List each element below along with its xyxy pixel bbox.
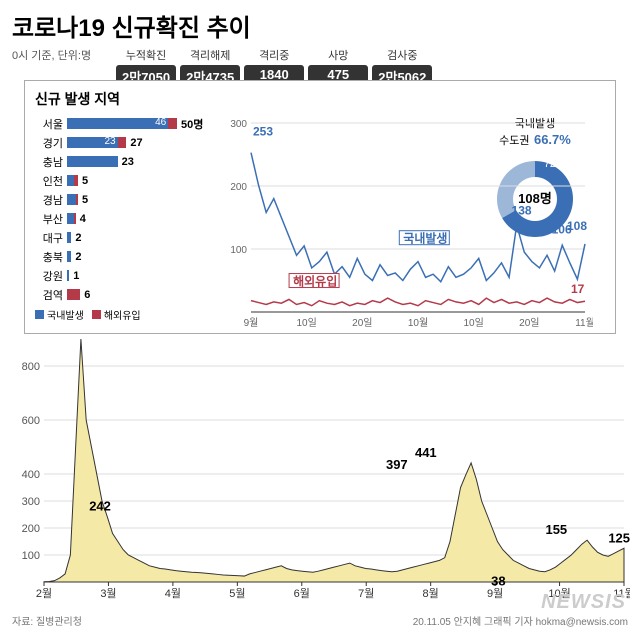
region-row: 강원1: [35, 267, 215, 284]
svg-text:10일: 10일: [297, 317, 317, 329]
svg-text:10월: 10월: [408, 317, 428, 329]
svg-text:2월: 2월: [36, 587, 52, 600]
svg-text:400: 400: [22, 469, 40, 481]
stat-label: 격리해제: [190, 47, 230, 63]
watermark: NEWSIS: [541, 591, 626, 614]
svg-text:600: 600: [22, 415, 40, 427]
region-row: 충북2: [35, 248, 215, 265]
svg-text:9월: 9월: [487, 587, 503, 600]
svg-text:300: 300: [22, 496, 40, 508]
svg-text:4월: 4월: [165, 587, 181, 600]
svg-text:7월: 7월: [358, 587, 374, 600]
svg-text:138: 138: [512, 203, 532, 217]
svg-text:국내발생: 국내발생: [403, 231, 447, 246]
svg-text:800: 800: [22, 361, 40, 373]
svg-text:8월: 8월: [423, 587, 439, 600]
svg-text:9월: 9월: [244, 317, 259, 329]
credit: 20.11.05 안지혜 그래픽 기자 hokma@newsis.com: [413, 613, 628, 628]
svg-text:6월: 6월: [294, 587, 310, 600]
title: 코로나19 신규확진 추이: [12, 8, 251, 43]
svg-text:108: 108: [567, 219, 587, 233]
region-row: 부산4: [35, 210, 215, 227]
svg-text:441: 441: [415, 445, 437, 460]
region-row: 검역6: [35, 286, 215, 303]
svg-text:해외유입: 해외유입: [293, 274, 337, 289]
svg-text:17: 17: [571, 282, 585, 296]
subtitle: 0시 기준, 단위:명: [12, 47, 112, 63]
region-row: 충남23: [35, 153, 215, 170]
svg-text:38: 38: [491, 574, 505, 589]
footer: 자료: 질병관리청 20.11.05 안지혜 그래픽 기자 hokma@news…: [12, 613, 628, 628]
stat-label: 검사중: [387, 47, 417, 63]
svg-text:11월: 11월: [575, 317, 593, 329]
stat-label: 격리중: [259, 47, 289, 63]
stat-label: 사망: [328, 47, 348, 63]
svg-text:155: 155: [545, 522, 567, 537]
svg-text:200: 200: [22, 523, 40, 535]
stat-label: 누적확진: [126, 47, 166, 63]
svg-text:10일: 10일: [464, 317, 484, 329]
infographic-container: { "header": { "title": "코로나19 신규확진 추이", …: [0, 0, 640, 632]
region-row: 대구2: [35, 229, 215, 246]
svg-text:300: 300: [230, 119, 247, 130]
inset-title: 신규 발생 지역: [35, 89, 605, 109]
region-bars: 서울4650명경기2327 충남23 인천5 경남5 부산4 대구2 충북2 강원1 검역6 국내…: [35, 115, 215, 330]
main-chart: 1002003004006008002월3월4월5월6월7월8월9월10월11월…: [10, 335, 630, 602]
svg-text:100: 100: [22, 550, 40, 562]
svg-text:100: 100: [230, 245, 247, 256]
region-row: 경남5: [35, 191, 215, 208]
region-row: 경기2327: [35, 134, 215, 151]
region-row: 서울4650명: [35, 115, 215, 132]
svg-text:200: 200: [230, 182, 247, 193]
source: 자료: 질병관리청: [12, 613, 82, 628]
inset-panel: 신규 발생 지역 서울4650명경기2327 충남23 인천5 경남5 부산4 대구2 충북…: [24, 80, 616, 334]
svg-text:20일: 20일: [352, 317, 372, 329]
inset-line-svg: 1002003009월10일20일10월10일20일11월25313810610…: [223, 115, 593, 330]
inset-line-chart: 국내발생 수도권 66.7% 108명72명 1002003009월10일20일…: [223, 115, 605, 330]
main-chart-svg: 1002003004006008002월3월4월5월6월7월8월9월10월11월…: [10, 335, 630, 600]
svg-text:125: 125: [608, 530, 630, 545]
svg-text:5월: 5월: [229, 587, 245, 600]
region-row: 인천5: [35, 172, 215, 189]
svg-text:397: 397: [386, 457, 408, 472]
svg-text:20일: 20일: [519, 317, 539, 329]
svg-text:253: 253: [253, 125, 273, 139]
svg-text:242: 242: [89, 499, 111, 514]
legend: 국내발생해외유입: [35, 307, 215, 322]
svg-text:3월: 3월: [100, 587, 116, 600]
